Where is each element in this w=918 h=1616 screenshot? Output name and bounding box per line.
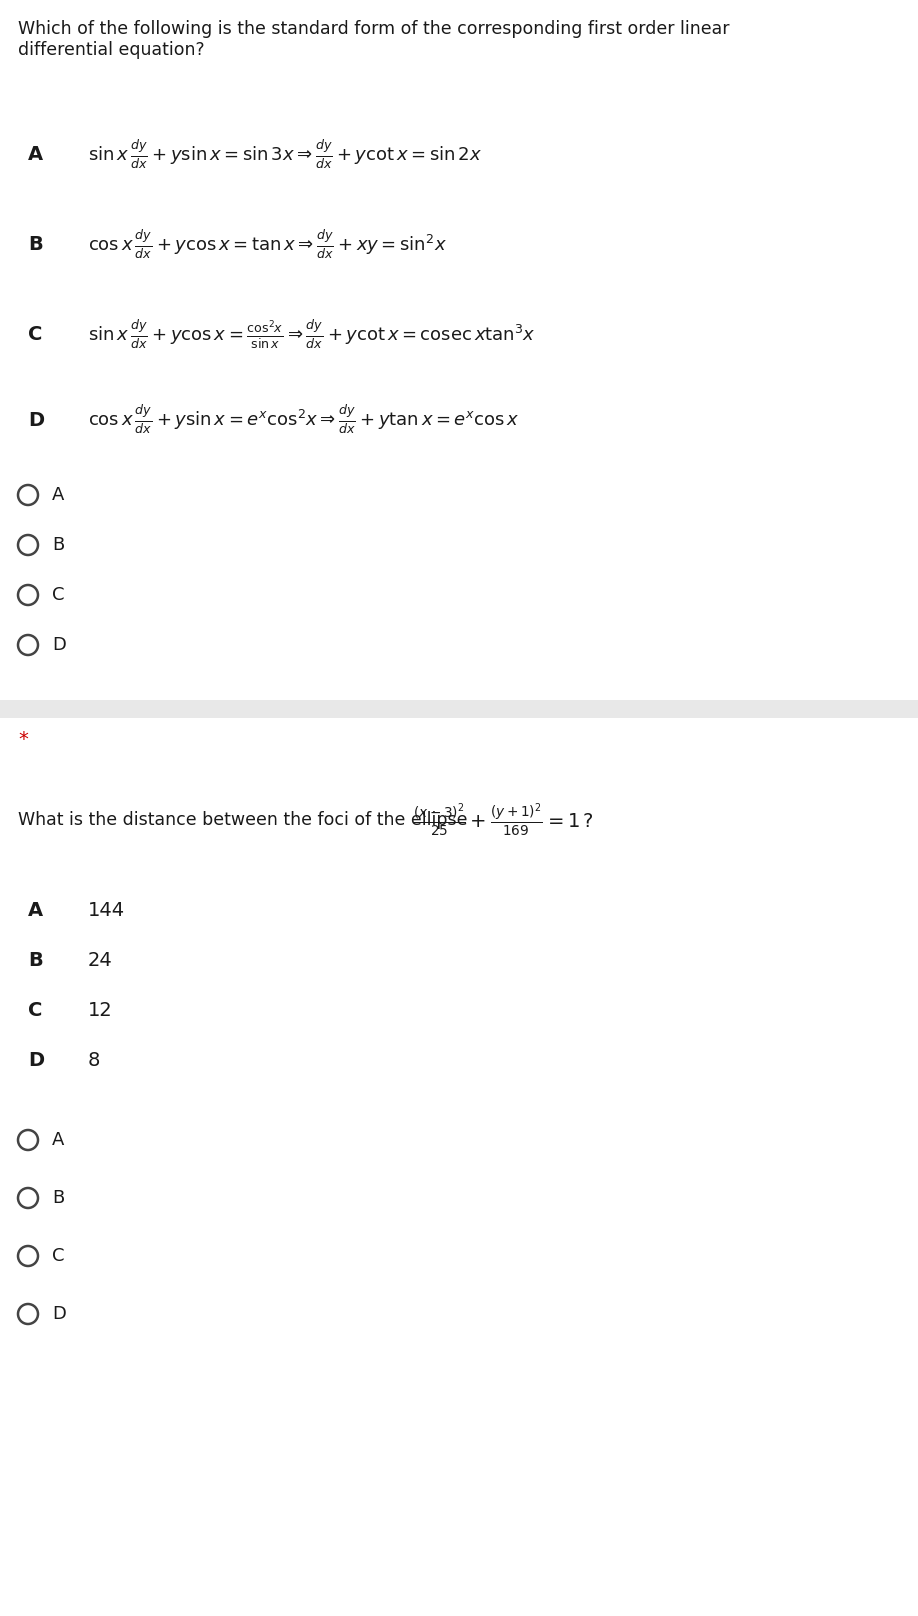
Bar: [0, 700, 918, 718]
Text: What is the distance between the foci of the ellipse: What is the distance between the foci of…: [18, 811, 467, 829]
Text: A: A: [52, 486, 64, 504]
Text: 144: 144: [88, 900, 125, 920]
Text: $\cos x\,\frac{dy}{dx}+y\cos x=\tan x\Rightarrow\frac{dy}{dx}+xy=\sin^2\!x$: $\cos x\,\frac{dy}{dx}+y\cos x=\tan x\Ri…: [88, 229, 447, 262]
Text: A: A: [28, 900, 43, 920]
Text: C: C: [52, 587, 64, 604]
Text: 12: 12: [88, 1000, 113, 1020]
Text: D: D: [52, 1306, 66, 1324]
Text: *: *: [18, 730, 28, 750]
Text: A: A: [52, 1131, 64, 1149]
Text: 8: 8: [88, 1050, 100, 1070]
Text: B: B: [52, 537, 64, 554]
Text: D: D: [52, 637, 66, 654]
Text: A: A: [28, 145, 43, 165]
Text: D: D: [28, 410, 44, 430]
Text: C: C: [28, 325, 42, 344]
Text: B: B: [28, 950, 43, 970]
Text: $\sin x\,\frac{dy}{dx}+y\sin x=\sin 3x\Rightarrow\frac{dy}{dx}+y\cot x=\sin 2x$: $\sin x\,\frac{dy}{dx}+y\sin x=\sin 3x\R…: [88, 139, 482, 171]
Text: B: B: [28, 236, 43, 254]
Text: D: D: [28, 1050, 44, 1070]
Text: $\sin x\,\frac{dy}{dx}+y\cos x=\frac{\cos^2\!x}{\sin x}\Rightarrow\frac{dy}{dx}+: $\sin x\,\frac{dy}{dx}+y\cos x=\frac{\co…: [88, 318, 536, 351]
Text: B: B: [52, 1189, 64, 1207]
Text: $\cos x\,\frac{dy}{dx}+y\sin x=e^x\cos^2\!x\Rightarrow\frac{dy}{dx}+y\tan x=e^x\: $\cos x\,\frac{dy}{dx}+y\sin x=e^x\cos^2…: [88, 404, 520, 436]
Text: C: C: [52, 1248, 64, 1265]
Text: C: C: [28, 1000, 42, 1020]
Text: 24: 24: [88, 950, 113, 970]
Text: Which of the following is the standard form of the corresponding first order lin: Which of the following is the standard f…: [18, 19, 730, 58]
Text: $\frac{(x-3)^2}{25}+\frac{(y+1)^2}{169}=1\,?$: $\frac{(x-3)^2}{25}+\frac{(y+1)^2}{169}=…: [413, 802, 594, 839]
